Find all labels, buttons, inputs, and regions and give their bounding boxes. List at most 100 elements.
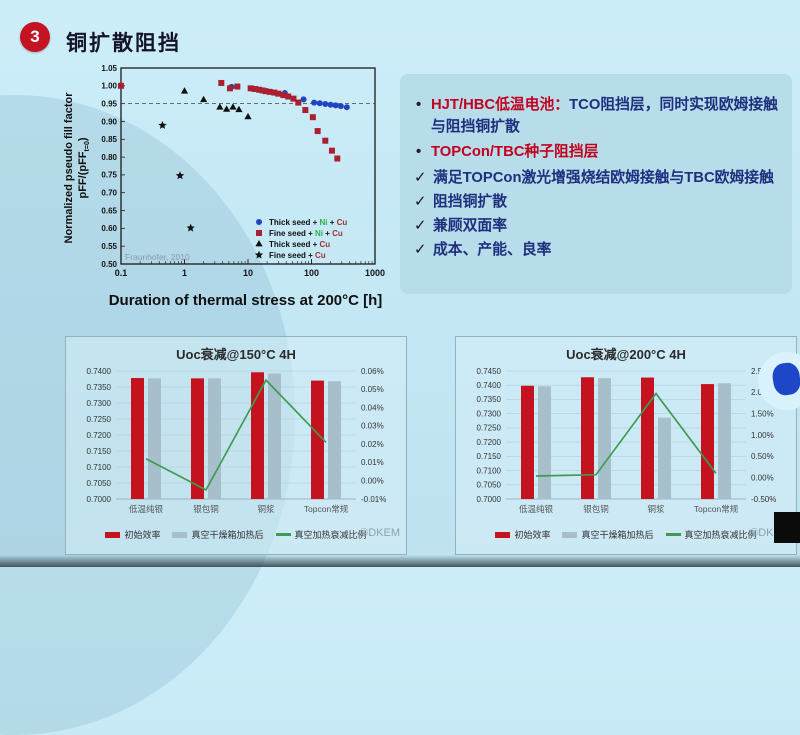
watermark: ©DKEM (360, 527, 400, 539)
svg-text:0.65: 0.65 (101, 206, 117, 215)
chart-legend: 初始效率 真空干燥箱加热后 真空加热衰减比例 ©DKEM (66, 527, 406, 541)
check-icon: ✓ (414, 169, 427, 186)
slide-number: 3 (30, 27, 40, 46)
svg-text:0.90: 0.90 (101, 117, 117, 126)
svg-text:铜浆: 铜浆 (647, 504, 665, 514)
svg-text:100: 100 (304, 268, 319, 278)
svg-text:0.7000: 0.7000 (87, 495, 112, 504)
scatter-y-axis-label: Normalized pseudo fill factor pFF/(pFFt=… (63, 68, 97, 268)
svg-text:Topcon常规: Topcon常规 (694, 504, 739, 514)
svg-text:0.1: 0.1 (115, 268, 128, 278)
svg-text:0.02%: 0.02% (361, 440, 384, 449)
scatter-x-axis-label: Duration of thermal stress at 200°C [h] (108, 292, 383, 309)
svg-text:银包铜: 银包铜 (193, 504, 219, 514)
svg-text:Fine seed + Ni + Cu: Fine seed + Ni + Cu (269, 229, 343, 238)
bar-chart-panel-150c: Uoc衰减@150°C 4H 0.7000 0.7050 0.7100 0.7150 0… (65, 336, 407, 555)
svg-text:0.85: 0.85 (101, 135, 117, 144)
svg-text:0.7450: 0.7450 (477, 367, 502, 376)
legend-item: 初始效率 (495, 528, 550, 541)
legend-item: 真空加热衰减比例 (275, 528, 367, 541)
svg-text:0.03%: 0.03% (361, 422, 384, 431)
svg-text:Thick seed + Ni + Cu: Thick seed + Ni + Cu (269, 218, 347, 227)
scatter-chart: Normalized pseudo fill factor pFF/(pFFt=… (58, 56, 403, 320)
svg-text:0.55: 0.55 (101, 242, 117, 251)
svg-text:0.7000: 0.7000 (477, 495, 502, 504)
bar-chart-200c: 0.7000 0.7050 0.7100 0.7150 0.7200 0.7250 0.73… (477, 367, 777, 514)
bullet-highlight: TOPCon/TBC种子阻挡层 (431, 144, 599, 161)
legend-label: 真空加热衰减比例 (294, 530, 367, 540)
legend-bar-swatch (172, 531, 188, 538)
svg-text:0.01%: 0.01% (361, 458, 384, 467)
svg-text:0.7100: 0.7100 (477, 466, 502, 475)
legend-label: 初始效率 (514, 530, 551, 540)
svg-text:0.00%: 0.00% (361, 477, 384, 486)
svg-text:10: 10 (243, 268, 253, 278)
svg-text:1: 1 (182, 268, 187, 278)
svg-text:0.7250: 0.7250 (87, 415, 112, 424)
svg-text:1.05: 1.05 (101, 64, 117, 73)
check-text: 成本、产能、良率 (433, 242, 552, 259)
check-icon: ✓ (414, 217, 427, 234)
svg-text:0.7350: 0.7350 (477, 395, 502, 404)
legend-label: 初始效率 (124, 530, 161, 540)
thumb-icon (770, 361, 800, 397)
legend-bar-swatch (562, 531, 578, 538)
svg-text:0.50%: 0.50% (751, 452, 774, 461)
svg-text:Topcon常规: Topcon常规 (304, 504, 349, 514)
legend-line-swatch (275, 533, 291, 536)
legend-label: 真空干燥箱加热后 (191, 530, 264, 540)
svg-text:-0.01%: -0.01% (361, 495, 386, 504)
legend-bar-swatch (105, 531, 121, 538)
svg-text:0.70: 0.70 (101, 189, 117, 198)
check-text: 兼顾双面率 (433, 217, 507, 234)
scatter-plot-area: 0.50 0.55 0.60 0.65 0.70 0.75 0.80 0.85 0.90 0.95… (101, 64, 385, 278)
y-axis-label-sub: t=0 (83, 141, 91, 152)
chart-title: Uoc衰减@200°C 4H (566, 347, 686, 362)
svg-text:0.7200: 0.7200 (87, 431, 112, 440)
svg-text:-0.50%: -0.50% (751, 495, 776, 504)
svg-text:0.7150: 0.7150 (477, 452, 502, 461)
svg-text:0.00%: 0.00% (751, 473, 774, 482)
y-axis-label-line1: Normalized pseudo fill factor (63, 92, 75, 244)
svg-text:1.00%: 1.00% (751, 431, 774, 440)
svg-text:0.7300: 0.7300 (477, 409, 502, 418)
bullet-item-hjt: • HJT/HBC低温电池：TCO阻挡层，同时实现欧姆接触与阻挡铜扩散 (414, 94, 782, 138)
svg-text:0.7250: 0.7250 (477, 424, 502, 433)
bullet-highlight: HJT/HBC低温电池： (431, 97, 570, 113)
svg-text:0.04%: 0.04% (361, 403, 384, 412)
slide-number-badge: 3 (20, 22, 50, 52)
check-item: ✓ 成本、产能、良率 (414, 239, 782, 261)
svg-text:0.7350: 0.7350 (87, 383, 112, 392)
legend-label: 真空加热衰减比例 (684, 530, 757, 540)
svg-text:低温纯银: 低温纯银 (129, 504, 164, 514)
svg-text:0.60: 0.60 (101, 224, 117, 233)
check-text: 满足TOPCon激光增强烧结欧姆接触与TBC欧姆接触 (433, 169, 774, 186)
svg-text:1.00: 1.00 (101, 82, 117, 91)
check-icon: ✓ (414, 193, 427, 210)
y-axis-label-line2: pFF/(pFF (76, 151, 89, 199)
bullet-icon: • (416, 144, 422, 161)
svg-text:1.50%: 1.50% (751, 409, 774, 418)
svg-text:1000: 1000 (365, 268, 385, 278)
bullet-text: TCO阻挡层，同时实现欧姆接触与阻挡铜扩散 (431, 97, 778, 136)
legend-item: 真空干燥箱加热后 (562, 528, 654, 541)
check-item: ✓ 阻挡铜扩散 (414, 191, 782, 213)
chart-title: Uoc衰减@150°C 4H (176, 347, 296, 362)
svg-text:0.7050: 0.7050 (87, 479, 112, 488)
info-panel: • HJT/HBC低温电池：TCO阻挡层，同时实现欧姆接触与阻挡铜扩散 • TO… (400, 74, 792, 294)
check-item: ✓ 兼顾双面率 (414, 215, 782, 237)
reaction-overlay-icon (758, 352, 800, 410)
legend-item: 真空干燥箱加热后 (172, 528, 264, 541)
bar-chart-panel-200c: Uoc衰减@200°C 4H 0.7000 0.7050 0.7100 0.7150 0… (455, 336, 797, 555)
svg-text:0.7200: 0.7200 (477, 438, 502, 447)
chart-legend: 初始效率 真空干燥箱加热后 真空加热衰减比例 ©DKEM (456, 527, 796, 541)
svg-text:铜浆: 铜浆 (257, 504, 275, 514)
legend-item: 真空加热衰减比例 (665, 528, 757, 541)
svg-text:0.7400: 0.7400 (87, 367, 112, 376)
svg-text:0.7100: 0.7100 (87, 463, 112, 472)
check-icon: ✓ (414, 242, 427, 259)
svg-text:Fine seed + Cu: Fine seed + Cu (269, 251, 326, 260)
svg-text:0.7400: 0.7400 (477, 381, 502, 390)
svg-text:Fraunhofer, 2010: Fraunhofer, 2010 (125, 252, 190, 262)
svg-text:0.7150: 0.7150 (87, 447, 112, 456)
